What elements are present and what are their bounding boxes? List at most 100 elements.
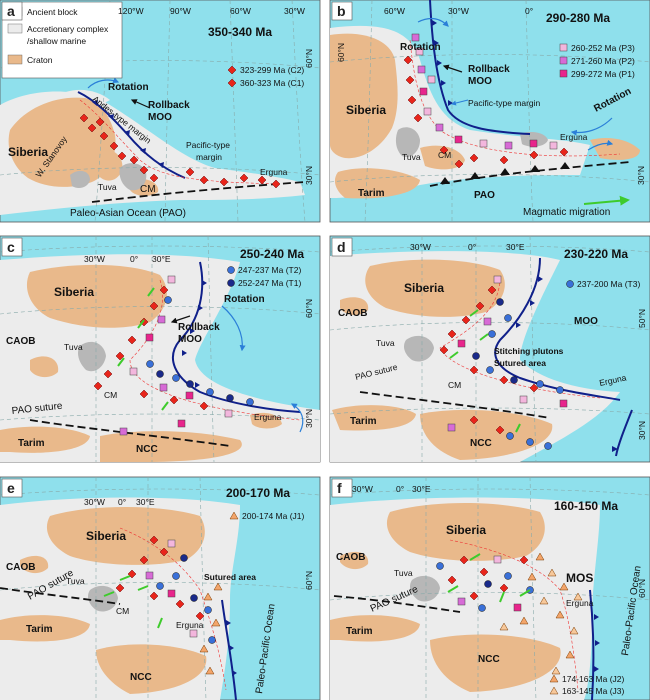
panel-f-tuva: Tuva <box>394 568 413 578</box>
panel-d-age: 230-220 Ma <box>564 247 628 261</box>
panel-d-siberia: Siberia <box>404 281 444 295</box>
magmatic-migration-arrow <box>583 195 630 206</box>
panel-e-lon-30w: 30°W <box>84 497 105 507</box>
panel-b-rollback-1: Rollback <box>468 64 510 75</box>
panel-a-pacific-1: Pacific-type <box>186 140 230 150</box>
c-pluton-symbols-a <box>79 113 281 189</box>
panel-c-tuva: Tuva <box>64 342 83 352</box>
panel-f: f 30°W 0° 30°E 60°N 160-150 Ma Siberia C… <box>329 476 650 700</box>
ancient-block-a <box>119 163 147 191</box>
panel-a-erguna: Erguna <box>260 167 288 177</box>
panel-d-lat-50n: 50°N <box>637 309 647 328</box>
tarim-craton-c <box>0 426 90 453</box>
legend-j1-symbol <box>229 511 239 520</box>
ancient-block-d <box>404 335 434 362</box>
ancient-block-f <box>410 575 440 602</box>
pao-suture-c <box>29 419 231 447</box>
panel-a-lon-120w: 120°W <box>118 6 144 16</box>
panel-c-age: 250-240 Ma <box>240 247 304 261</box>
panel-d-lon-30e: 30°E <box>506 242 525 252</box>
panel-e-siberia: Siberia <box>86 529 126 543</box>
panel-c-lon-30w: 30°W <box>84 254 105 264</box>
panel-e: e 30°W 0° 30°E 60°N 200-170 Ma 200-174 M… <box>0 476 321 700</box>
panel-e-lon-30e: 30°E <box>136 497 155 507</box>
panel-c-ncc: NCC <box>136 444 158 455</box>
panel-b-pacific: Pacific-type margin <box>468 98 541 108</box>
panel-b-siberia: Siberia <box>346 103 386 117</box>
t-pluton-symbols-d <box>472 298 564 450</box>
panel-b-rollback-2: MOO <box>468 76 492 87</box>
siberia-craton-d <box>365 259 505 317</box>
panel-b-legend-p2: 271-260 Ma (P2) <box>571 56 635 66</box>
ancient-block-c <box>78 341 106 372</box>
panel-d-lon-30w: 30°W <box>410 242 431 252</box>
panel-b-legend-p3: 260-252 Ma (P3) <box>571 43 635 53</box>
panel-d-ncc: NCC <box>470 438 492 449</box>
panel-c-lat-60n: 60°N <box>304 299 314 318</box>
c-pluton-symbols-f <box>447 555 529 601</box>
panel-b-letter: b <box>337 3 346 19</box>
panel-d-cm: CM <box>448 380 461 390</box>
panel-d: d 30°W 0° 30°E 50°N 30°N 230-220 Ma 237-… <box>329 235 650 463</box>
panel-d-stitching: Stitching plutons <box>494 346 564 356</box>
panel-e-lat-60n: 60°N <box>304 571 314 590</box>
panel-b-lon-60w: 60°W <box>384 6 405 16</box>
panel-c: c 30°W 0° 30°E 60°N 30°N 250-240 Ma 247-… <box>0 235 321 463</box>
panel-e-tuva: Tuva <box>66 576 85 586</box>
trench-f <box>589 589 595 700</box>
panel-b-migration: Magmatic migration <box>523 207 610 218</box>
panel-d-lon-0: 0° <box>468 242 476 252</box>
panel-d-moo: MOO <box>574 316 598 327</box>
panel-b-rotation-top: Rotation <box>400 42 441 53</box>
j-pluton-symbols-f <box>499 552 583 675</box>
panel-b: b 60°W 30°W 0° 60°N 30°N 290-280 Ma 260-… <box>329 0 650 223</box>
panel-b-legend-p1: 299-272 Ma (P1) <box>571 69 635 79</box>
tarim-craton-e <box>0 615 90 642</box>
panel-f-erguna: Erguna <box>566 598 594 608</box>
panel-e-tarim: Tarim <box>26 624 53 635</box>
panel-a-lon-90w: 90°W <box>170 6 191 16</box>
panel-e-cm: CM <box>116 606 129 616</box>
panel-c-erguna: Erguna <box>254 412 282 422</box>
panel-b-cm: CM <box>438 150 451 160</box>
panel-f-siberia: Siberia <box>446 523 486 537</box>
panel-c-legend-t2: 247-237 Ma (T2) <box>238 265 301 275</box>
siberia-craton-b <box>330 33 398 159</box>
panel-c-rollback-1: Rollback <box>178 322 220 333</box>
ncc-craton-d <box>420 409 553 460</box>
tarim-craton-d <box>332 405 416 431</box>
panel-c-pao-suture: PAO suture <box>11 401 63 417</box>
legend-p1-symbol <box>559 69 568 78</box>
panel-e-age: 200-170 Ma <box>226 486 290 500</box>
ncc-craton-c <box>100 431 242 462</box>
rotation-arrow-b-right <box>570 117 613 136</box>
legend-c1-symbol <box>227 78 237 88</box>
rotation-arrow-a <box>87 77 120 89</box>
panel-f-ncc: NCC <box>478 654 500 665</box>
legend-j2-symbol <box>549 674 559 683</box>
panel-a-siberia: Siberia <box>8 145 48 159</box>
siberia-craton-f <box>386 503 545 561</box>
panel-f-legend-j3: 163-145 Ma (J3) <box>562 686 625 696</box>
panel-b-lat-60n: 60°N <box>336 43 346 62</box>
panel-a-pacific-2: margin <box>196 152 222 162</box>
legend-accretionary-1: Accretionary complex <box>27 24 109 34</box>
panel-a-rollback-2: MOO <box>148 112 172 123</box>
pao-suture-d <box>359 391 551 419</box>
rollback-arrow-b <box>442 64 463 73</box>
panel-c-letter: c <box>7 239 15 255</box>
panel-f-lat-60n: 60°N <box>637 579 647 598</box>
panel-d-caob: CAOB <box>338 308 367 319</box>
panel-f-mos: MOS <box>566 571 593 585</box>
rollback-arrow-c <box>170 315 191 324</box>
panel-b-lon-30w: 30°W <box>448 6 469 16</box>
siberia-craton-c <box>26 264 167 328</box>
panel-e-legend-j1: 200-174 Ma (J1) <box>242 511 305 521</box>
legend-p2-symbol <box>559 56 568 65</box>
panel-a-pao: Paleo-Asian Ocean (PAO) <box>70 208 186 219</box>
panel-a-cm: CM <box>140 184 156 195</box>
panel-c-caob: CAOB <box>6 336 35 347</box>
panel-f-legend-j2: 174-163 Ma (J2) <box>562 674 625 684</box>
trench-b <box>429 0 531 135</box>
